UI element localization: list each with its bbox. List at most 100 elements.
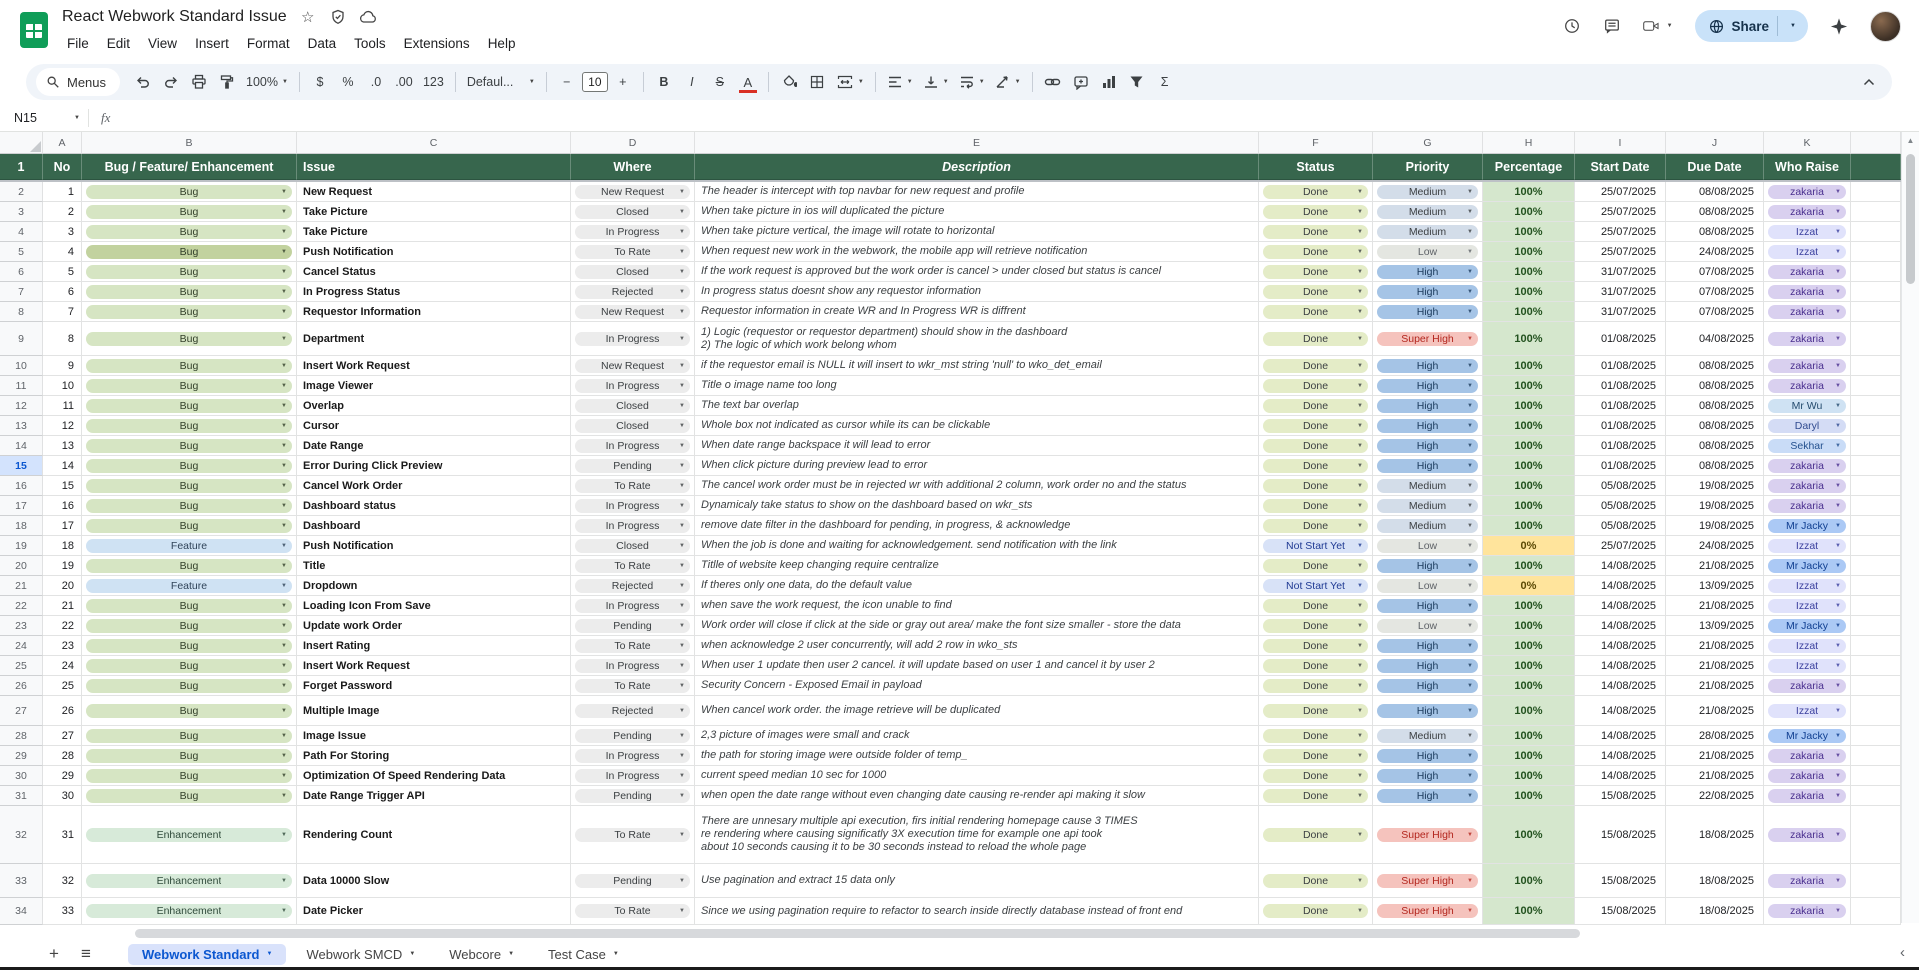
chip-caret-icon[interactable]: ▼: [1357, 462, 1363, 469]
chip-caret-icon[interactable]: ▼: [1357, 522, 1363, 529]
no-cell[interactable]: 19: [43, 556, 82, 576]
priority-chip[interactable]: Medium ▼: [1373, 726, 1483, 746]
start-date-cell[interactable]: 14/08/2025: [1575, 636, 1666, 656]
paint-format-button[interactable]: [214, 69, 240, 95]
chip-caret-icon[interactable]: ▼: [1467, 772, 1473, 779]
chip-caret-icon[interactable]: ▼: [1357, 442, 1363, 449]
where-chip[interactable]: Closed ▼: [571, 536, 695, 556]
who-raise-chip[interactable]: zakaria ▼: [1764, 746, 1851, 766]
where-chip[interactable]: In Progress ▼: [571, 496, 695, 516]
status-chip[interactable]: Done ▼: [1259, 616, 1373, 636]
priority-chip[interactable]: High ▼: [1373, 302, 1483, 322]
chip-caret-icon[interactable]: ▼: [1835, 831, 1841, 838]
status-chip[interactable]: Done ▼: [1259, 766, 1373, 786]
type-chip[interactable]: Bug ▼: [82, 222, 297, 242]
chip-caret-icon[interactable]: ▼: [281, 772, 287, 779]
where-chip[interactable]: Closed ▼: [571, 396, 695, 416]
sheet-tab-caret-icon[interactable]: ▼: [409, 951, 416, 957]
increase-font-size-button[interactable]: +: [619, 75, 627, 89]
row-gutter-27[interactable]: 27: [0, 696, 43, 726]
column-header-extra[interactable]: [1851, 132, 1901, 154]
percentage-cell[interactable]: 100%: [1483, 746, 1575, 766]
type-chip[interactable]: Bug ▼: [82, 726, 297, 746]
bold-button[interactable]: B: [659, 75, 669, 89]
chip-caret-icon[interactable]: ▼: [1835, 288, 1841, 295]
where-chip[interactable]: Pending ▼: [571, 616, 695, 636]
empty-cell[interactable]: [1851, 864, 1901, 898]
chip-caret-icon[interactable]: ▼: [1357, 662, 1363, 669]
start-date-cell[interactable]: 05/08/2025: [1575, 496, 1666, 516]
chip-caret-icon[interactable]: ▼: [1835, 422, 1841, 429]
no-cell[interactable]: 17: [43, 516, 82, 536]
priority-chip[interactable]: Medium ▼: [1373, 222, 1483, 242]
chip-caret-icon[interactable]: ▼: [1357, 208, 1363, 215]
where-chip[interactable]: To Rate ▼: [571, 636, 695, 656]
avatar[interactable]: [1870, 10, 1901, 42]
status-chip[interactable]: Done ▼: [1259, 746, 1373, 766]
due-date-cell[interactable]: 08/08/2025: [1666, 376, 1764, 396]
menu-help[interactable]: Help: [487, 36, 516, 51]
due-date-cell[interactable]: 08/08/2025: [1666, 202, 1764, 222]
where-chip[interactable]: To Rate ▼: [571, 556, 695, 576]
chip-caret-icon[interactable]: ▼: [1835, 908, 1841, 914]
scroll-up-icon[interactable]: ▲: [1906, 136, 1915, 145]
status-chip[interactable]: Done ▼: [1259, 182, 1373, 202]
namebox-caret-icon[interactable]: ▼: [74, 114, 80, 121]
status-chip[interactable]: Done ▼: [1259, 898, 1373, 925]
star-icon[interactable]: ☆: [300, 9, 315, 26]
row-gutter-5[interactable]: 5: [0, 242, 43, 262]
row-gutter-25[interactable]: 25: [0, 656, 43, 676]
chip-caret-icon[interactable]: ▼: [281, 268, 287, 275]
due-date-cell[interactable]: 13/09/2025: [1666, 576, 1764, 596]
chip-caret-icon[interactable]: ▼: [679, 442, 685, 449]
where-chip[interactable]: New Request ▼: [571, 356, 695, 376]
priority-chip[interactable]: High ▼: [1373, 696, 1483, 726]
issue-cell[interactable]: Push Notification: [297, 536, 571, 556]
issue-cell[interactable]: Insert Rating: [297, 636, 571, 656]
empty-cell[interactable]: [1851, 766, 1901, 786]
menu-extensions[interactable]: Extensions: [403, 36, 470, 51]
empty-cell[interactable]: [1851, 302, 1901, 322]
empty-cell[interactable]: [1851, 576, 1901, 596]
issue-cell[interactable]: Take Picture: [297, 202, 571, 222]
fill-color-button[interactable]: [776, 69, 802, 95]
sheet-tab-test-case[interactable]: Test Case ▼: [534, 944, 633, 965]
where-chip[interactable]: In Progress ▼: [571, 596, 695, 616]
chip-caret-icon[interactable]: ▼: [1835, 682, 1841, 689]
chip-caret-icon[interactable]: ▼: [281, 362, 287, 369]
decrease-decimals-button[interactable]: .0: [370, 75, 382, 89]
type-chip[interactable]: Bug ▼: [82, 322, 297, 356]
chip-caret-icon[interactable]: ▼: [1467, 732, 1473, 739]
issue-cell[interactable]: Insert Work Request: [297, 356, 571, 376]
status-chip[interactable]: Done ▼: [1259, 322, 1373, 356]
row-gutter-2[interactable]: 2: [0, 182, 43, 202]
status-chip[interactable]: Done ▼: [1259, 222, 1373, 242]
chip-caret-icon[interactable]: ▼: [281, 707, 287, 714]
chip-caret-icon[interactable]: ▼: [679, 208, 685, 215]
chip-caret-icon[interactable]: ▼: [679, 562, 685, 569]
who-raise-chip[interactable]: Izzat ▼: [1764, 222, 1851, 242]
percentage-cell[interactable]: 100%: [1483, 516, 1575, 536]
chip-caret-icon[interactable]: ▼: [1357, 248, 1363, 255]
chip-caret-icon[interactable]: ▼: [281, 682, 287, 689]
priority-chip[interactable]: Medium ▼: [1373, 182, 1483, 202]
where-chip[interactable]: Rejected ▼: [571, 282, 695, 302]
who-raise-chip[interactable]: zakaria ▼: [1764, 376, 1851, 396]
chip-caret-icon[interactable]: ▼: [1357, 382, 1363, 389]
chip-caret-icon[interactable]: ▼: [1467, 208, 1473, 215]
who-raise-chip[interactable]: zakaria ▼: [1764, 456, 1851, 476]
due-date-cell[interactable]: 07/08/2025: [1666, 262, 1764, 282]
chip-caret-icon[interactable]: ▼: [679, 877, 685, 884]
chip-caret-icon[interactable]: ▼: [1835, 582, 1841, 589]
column-header-A[interactable]: A: [43, 132, 82, 154]
share-button[interactable]: Share ▼: [1694, 10, 1808, 42]
redo-button[interactable]: [158, 69, 184, 95]
chip-caret-icon[interactable]: ▼: [281, 622, 287, 629]
no-cell[interactable]: 30: [43, 786, 82, 806]
empty-cell[interactable]: [1851, 636, 1901, 656]
where-chip[interactable]: In Progress ▼: [571, 746, 695, 766]
select-all-corner[interactable]: [0, 132, 43, 154]
row-gutter-15[interactable]: 15: [0, 456, 43, 476]
due-date-cell[interactable]: 08/08/2025: [1666, 456, 1764, 476]
where-chip[interactable]: In Progress ▼: [571, 222, 695, 242]
